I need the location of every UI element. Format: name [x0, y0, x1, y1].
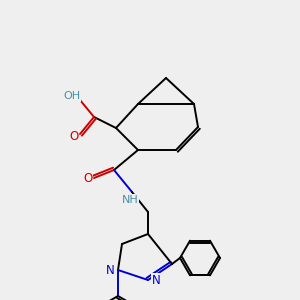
Text: NH: NH — [122, 195, 138, 205]
Text: O: O — [83, 172, 93, 184]
Text: N: N — [106, 263, 114, 277]
Text: N: N — [152, 274, 160, 286]
Text: O: O — [69, 130, 79, 142]
Text: OH: OH — [63, 91, 81, 101]
